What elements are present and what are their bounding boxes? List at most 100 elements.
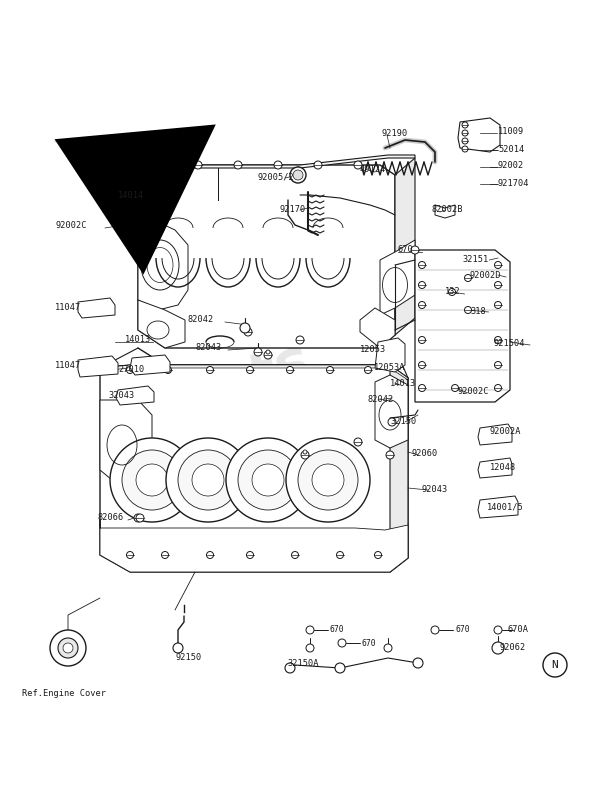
Text: Republik: Republik — [139, 366, 371, 495]
Polygon shape — [100, 520, 408, 572]
Circle shape — [122, 450, 182, 510]
Text: 82043: 82043 — [195, 344, 221, 352]
Circle shape — [419, 385, 425, 392]
Circle shape — [337, 552, 343, 558]
Circle shape — [354, 161, 362, 169]
Circle shape — [464, 306, 472, 313]
Circle shape — [63, 643, 73, 653]
Text: 92190: 92190 — [382, 129, 408, 137]
Text: 14001/5: 14001/5 — [487, 502, 524, 512]
Circle shape — [312, 464, 344, 496]
Text: 318: 318 — [470, 306, 486, 316]
Circle shape — [164, 367, 172, 374]
Text: 92062: 92062 — [500, 642, 526, 652]
Text: Ref.Engine Cover: Ref.Engine Cover — [22, 688, 106, 698]
Circle shape — [338, 639, 346, 647]
Circle shape — [274, 161, 282, 169]
Polygon shape — [138, 165, 395, 348]
Text: 670: 670 — [398, 246, 414, 254]
Text: 12048: 12048 — [490, 462, 516, 472]
Circle shape — [494, 337, 502, 344]
Polygon shape — [100, 400, 152, 485]
Circle shape — [462, 138, 468, 144]
Circle shape — [254, 348, 262, 356]
Circle shape — [326, 367, 334, 374]
Circle shape — [464, 275, 472, 282]
Circle shape — [252, 464, 284, 496]
Circle shape — [161, 552, 169, 558]
Polygon shape — [138, 220, 188, 310]
Polygon shape — [100, 365, 408, 380]
Circle shape — [306, 644, 314, 652]
Text: 92043: 92043 — [422, 484, 448, 494]
Text: 12053: 12053 — [360, 345, 386, 353]
Text: 32151: 32151 — [462, 254, 488, 264]
Circle shape — [234, 161, 242, 169]
Circle shape — [365, 367, 371, 374]
Text: 132: 132 — [445, 287, 461, 297]
Circle shape — [462, 130, 468, 136]
Circle shape — [303, 450, 307, 454]
Polygon shape — [138, 155, 415, 168]
Circle shape — [247, 552, 254, 558]
Polygon shape — [360, 308, 395, 348]
Text: Parts: Parts — [140, 332, 319, 448]
Circle shape — [419, 261, 425, 268]
Polygon shape — [380, 240, 415, 315]
Polygon shape — [130, 355, 170, 375]
Text: 92002: 92002 — [498, 162, 524, 170]
Circle shape — [244, 328, 252, 336]
Circle shape — [290, 167, 306, 183]
Text: 92002C: 92002C — [458, 388, 490, 396]
Circle shape — [127, 367, 133, 374]
Circle shape — [285, 663, 295, 673]
Circle shape — [139, 218, 146, 225]
Polygon shape — [478, 458, 512, 478]
Text: 32150A: 32150A — [287, 659, 319, 669]
Circle shape — [452, 385, 458, 392]
Circle shape — [298, 450, 358, 510]
Circle shape — [335, 663, 345, 673]
Polygon shape — [395, 158, 415, 335]
Text: N: N — [551, 660, 559, 670]
Circle shape — [136, 514, 144, 522]
Text: 14013: 14013 — [125, 335, 151, 345]
Circle shape — [314, 161, 322, 169]
Circle shape — [374, 552, 382, 558]
Circle shape — [286, 438, 370, 522]
Circle shape — [411, 246, 419, 254]
Polygon shape — [100, 365, 408, 572]
Text: 670: 670 — [330, 626, 344, 634]
Circle shape — [419, 282, 425, 289]
Circle shape — [292, 552, 299, 558]
Polygon shape — [78, 298, 115, 318]
Circle shape — [306, 626, 314, 634]
Text: 32150: 32150 — [390, 417, 416, 425]
Polygon shape — [390, 365, 408, 572]
Text: 92005/2: 92005/2 — [258, 173, 295, 181]
Circle shape — [134, 514, 142, 522]
Circle shape — [136, 464, 168, 496]
Circle shape — [206, 367, 214, 374]
Circle shape — [58, 638, 78, 658]
Circle shape — [178, 450, 238, 510]
Text: 27010: 27010 — [118, 366, 144, 374]
Circle shape — [110, 438, 194, 522]
Circle shape — [431, 626, 439, 634]
Polygon shape — [478, 496, 518, 518]
Circle shape — [462, 122, 468, 128]
Text: 82066: 82066 — [98, 513, 124, 523]
Circle shape — [166, 438, 250, 522]
Circle shape — [266, 350, 270, 354]
Text: 12053A: 12053A — [374, 363, 406, 371]
Circle shape — [127, 552, 133, 558]
Circle shape — [194, 161, 202, 169]
Circle shape — [301, 451, 309, 459]
Circle shape — [50, 630, 86, 666]
Text: 921504: 921504 — [494, 339, 526, 349]
Circle shape — [384, 644, 392, 652]
Circle shape — [192, 464, 224, 496]
Text: 92170: 92170 — [280, 206, 306, 214]
Circle shape — [494, 282, 502, 289]
Text: 670A: 670A — [508, 625, 529, 633]
